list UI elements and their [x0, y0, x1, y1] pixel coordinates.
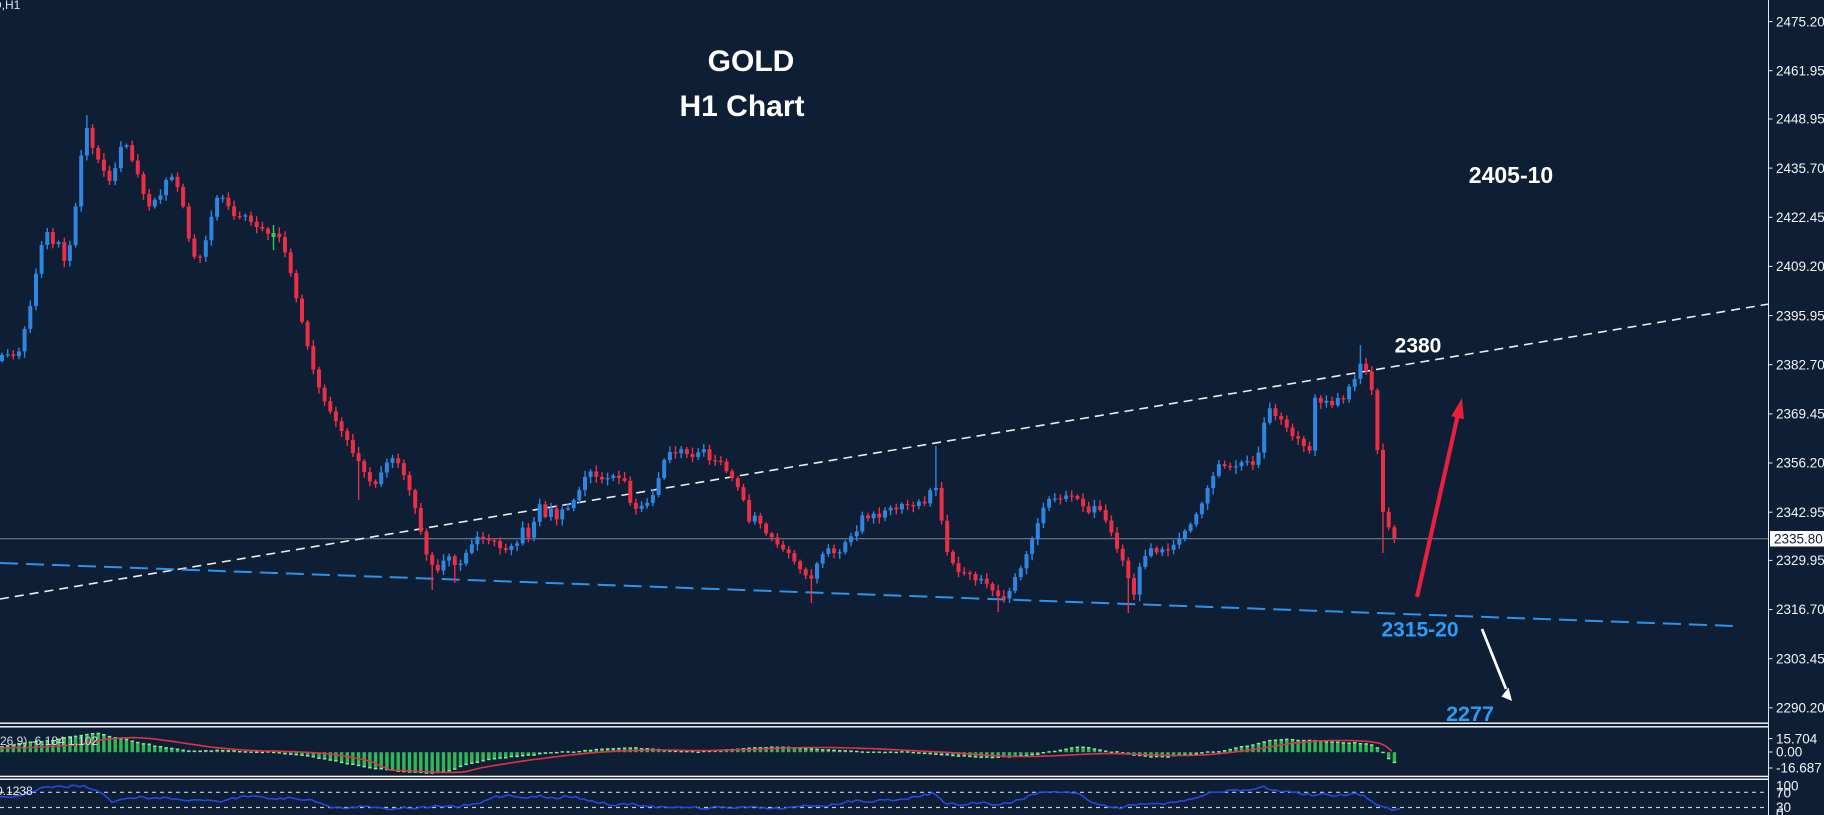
svg-text:0: 0	[1776, 806, 1784, 815]
svg-text:2405-10: 2405-10	[1469, 162, 1553, 188]
svg-text:2356.20: 2356.20	[1776, 456, 1824, 471]
svg-text:2461.95: 2461.95	[1776, 63, 1824, 78]
svg-text:-16.687: -16.687	[1776, 761, 1822, 776]
svg-text:2303.45: 2303.45	[1776, 651, 1824, 666]
svg-text:2448.95: 2448.95	[1776, 112, 1824, 127]
svg-text:D,H1: D,H1	[0, 0, 21, 12]
svg-text:2290.20: 2290.20	[1776, 701, 1824, 716]
svg-text:2316.70: 2316.70	[1776, 602, 1824, 617]
svg-text:0.00: 0.00	[1776, 745, 1802, 760]
svg-text:2475.20: 2475.20	[1776, 14, 1824, 29]
svg-text:2435.70: 2435.70	[1776, 161, 1824, 176]
svg-text:H1 Chart: H1 Chart	[679, 90, 804, 123]
svg-text:100: 100	[1776, 779, 1799, 794]
svg-text:GOLD: GOLD	[708, 45, 795, 78]
svg-text:2369.45: 2369.45	[1776, 407, 1824, 422]
svg-text:26,9) -6.184 1.102: 26,9) -6.184 1.102	[0, 734, 98, 748]
svg-text:2380: 2380	[1395, 335, 1442, 358]
svg-text:2335.80: 2335.80	[1774, 531, 1823, 546]
svg-text:2277: 2277	[1446, 702, 1494, 726]
svg-text:2342.95: 2342.95	[1776, 505, 1824, 520]
svg-text:2422.45: 2422.45	[1776, 210, 1824, 225]
svg-text:2382.70: 2382.70	[1776, 357, 1824, 372]
svg-text:15.704: 15.704	[1776, 731, 1818, 746]
svg-text:2395.95: 2395.95	[1776, 308, 1824, 323]
svg-text:2329.95: 2329.95	[1776, 553, 1824, 568]
svg-text:2409.20: 2409.20	[1776, 259, 1824, 274]
svg-text:30: 30	[1776, 800, 1791, 815]
svg-text:0.1238: 0.1238	[0, 784, 33, 798]
svg-text:2315-20: 2315-20	[1381, 619, 1458, 642]
svg-text:70: 70	[1776, 786, 1791, 801]
